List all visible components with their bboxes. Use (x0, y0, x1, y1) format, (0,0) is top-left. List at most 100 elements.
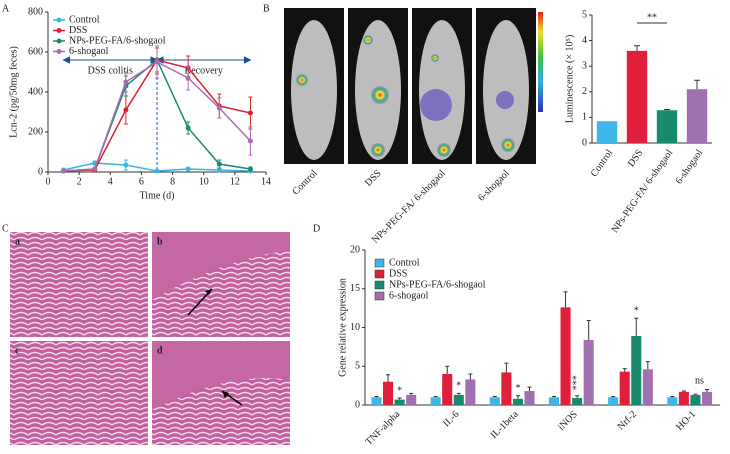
y-tick-label: 3 (582, 60, 587, 71)
point (154, 168, 160, 174)
point (247, 110, 253, 116)
y-tick-label: 600 (28, 46, 43, 57)
significance: * (456, 381, 461, 392)
x-tick-label: 14 (261, 176, 271, 187)
significance: * (515, 383, 520, 394)
legend-swatch (374, 291, 385, 301)
bar (489, 397, 500, 405)
x-tick-label: DSS (626, 148, 646, 169)
bar (512, 398, 523, 405)
point (123, 79, 129, 85)
error-bar (445, 365, 450, 374)
bar (430, 397, 441, 405)
mouse-label: 6-shogaol (476, 168, 512, 204)
point (61, 168, 67, 174)
bar (371, 397, 382, 405)
x-tick-label: iNOS (556, 409, 580, 433)
error-bar (575, 395, 580, 399)
error-bar (155, 62, 159, 79)
x-tick-label: 10 (199, 176, 209, 187)
error-bar (634, 45, 640, 51)
point (123, 107, 129, 113)
point (216, 161, 222, 167)
bar (560, 307, 571, 405)
significance: ns (695, 375, 704, 386)
y-tick-label: 1 (582, 112, 587, 123)
bar (686, 89, 708, 143)
x-tick-label: IL-6 (441, 409, 461, 429)
bar (383, 381, 394, 405)
y-axis-label: Gene relative expression (337, 278, 348, 377)
bar (548, 397, 560, 405)
point (154, 59, 160, 65)
x-tick-label: Nrf-2 (616, 409, 639, 432)
annotation: DSS colitis (88, 65, 133, 76)
error-bar (693, 393, 698, 395)
point (185, 75, 191, 81)
bar (583, 339, 594, 405)
x-tick-label: TNF-alpha (364, 409, 403, 448)
x-tick-label: NPs-PEG-FA/ 6-shogaol (610, 148, 676, 236)
point (216, 105, 222, 111)
point (185, 166, 191, 172)
axis-line (364, 250, 720, 406)
legend-marker (56, 38, 62, 44)
x-tick-label: 8 (170, 176, 175, 187)
x-tick-label: 0 (46, 176, 51, 187)
y-tick-label: 5 (582, 9, 587, 20)
error-bar (681, 390, 686, 392)
legend-marker (56, 17, 62, 23)
bar (678, 391, 689, 405)
y-tick-label: 10 (350, 322, 360, 333)
point (92, 166, 98, 172)
histology-label: a (15, 236, 20, 247)
error-bar (515, 395, 520, 399)
bar (596, 121, 618, 143)
panel-label: A (2, 3, 10, 14)
arrow (62, 56, 159, 64)
significance: * (397, 385, 402, 396)
arrow (155, 56, 252, 64)
point (216, 167, 222, 173)
y-axis-label: Lcn-2 (pg/50mg feces) (8, 46, 19, 138)
error-bar (705, 389, 710, 392)
error-bar (155, 45, 159, 62)
bar (667, 397, 678, 405)
y-tick-label: 200 (28, 126, 43, 137)
bar (465, 379, 476, 405)
point (185, 125, 191, 131)
x-tick-label: 6-shogaol (674, 148, 706, 187)
error-bar (527, 386, 532, 392)
error-bar (586, 320, 591, 340)
bar (572, 398, 583, 405)
bar (608, 397, 619, 405)
bar (524, 391, 535, 405)
point (247, 138, 253, 144)
y-tick-label: 400 (28, 86, 43, 97)
panel-label: C (2, 223, 9, 234)
x-tick-label: 2 (77, 176, 82, 187)
error-bar (386, 374, 391, 382)
y-tick-label: 20 (350, 244, 360, 255)
bar (619, 371, 630, 405)
y-tick-label: 0 (355, 399, 360, 410)
legend-label: DSS (69, 25, 87, 36)
x-tick-label: IL-1beta (489, 409, 522, 442)
mouse-label: NPs-PEG-FA/ 6-shogaol (370, 168, 448, 246)
significance: * (634, 305, 639, 316)
significance: *** (571, 375, 582, 390)
mouse-images (284, 8, 543, 164)
error-bar (634, 317, 639, 337)
error-bar (551, 395, 556, 398)
mouse-label: DSS (363, 168, 384, 189)
bar (656, 110, 678, 143)
bar (631, 336, 642, 405)
error-bar (374, 395, 379, 398)
bar (690, 394, 701, 405)
annotation: Recovery (185, 65, 223, 76)
x-tick-label: 4 (108, 176, 113, 187)
x-tick-label: 12 (230, 176, 240, 187)
point (123, 162, 129, 168)
legend-label: Control (69, 14, 100, 25)
